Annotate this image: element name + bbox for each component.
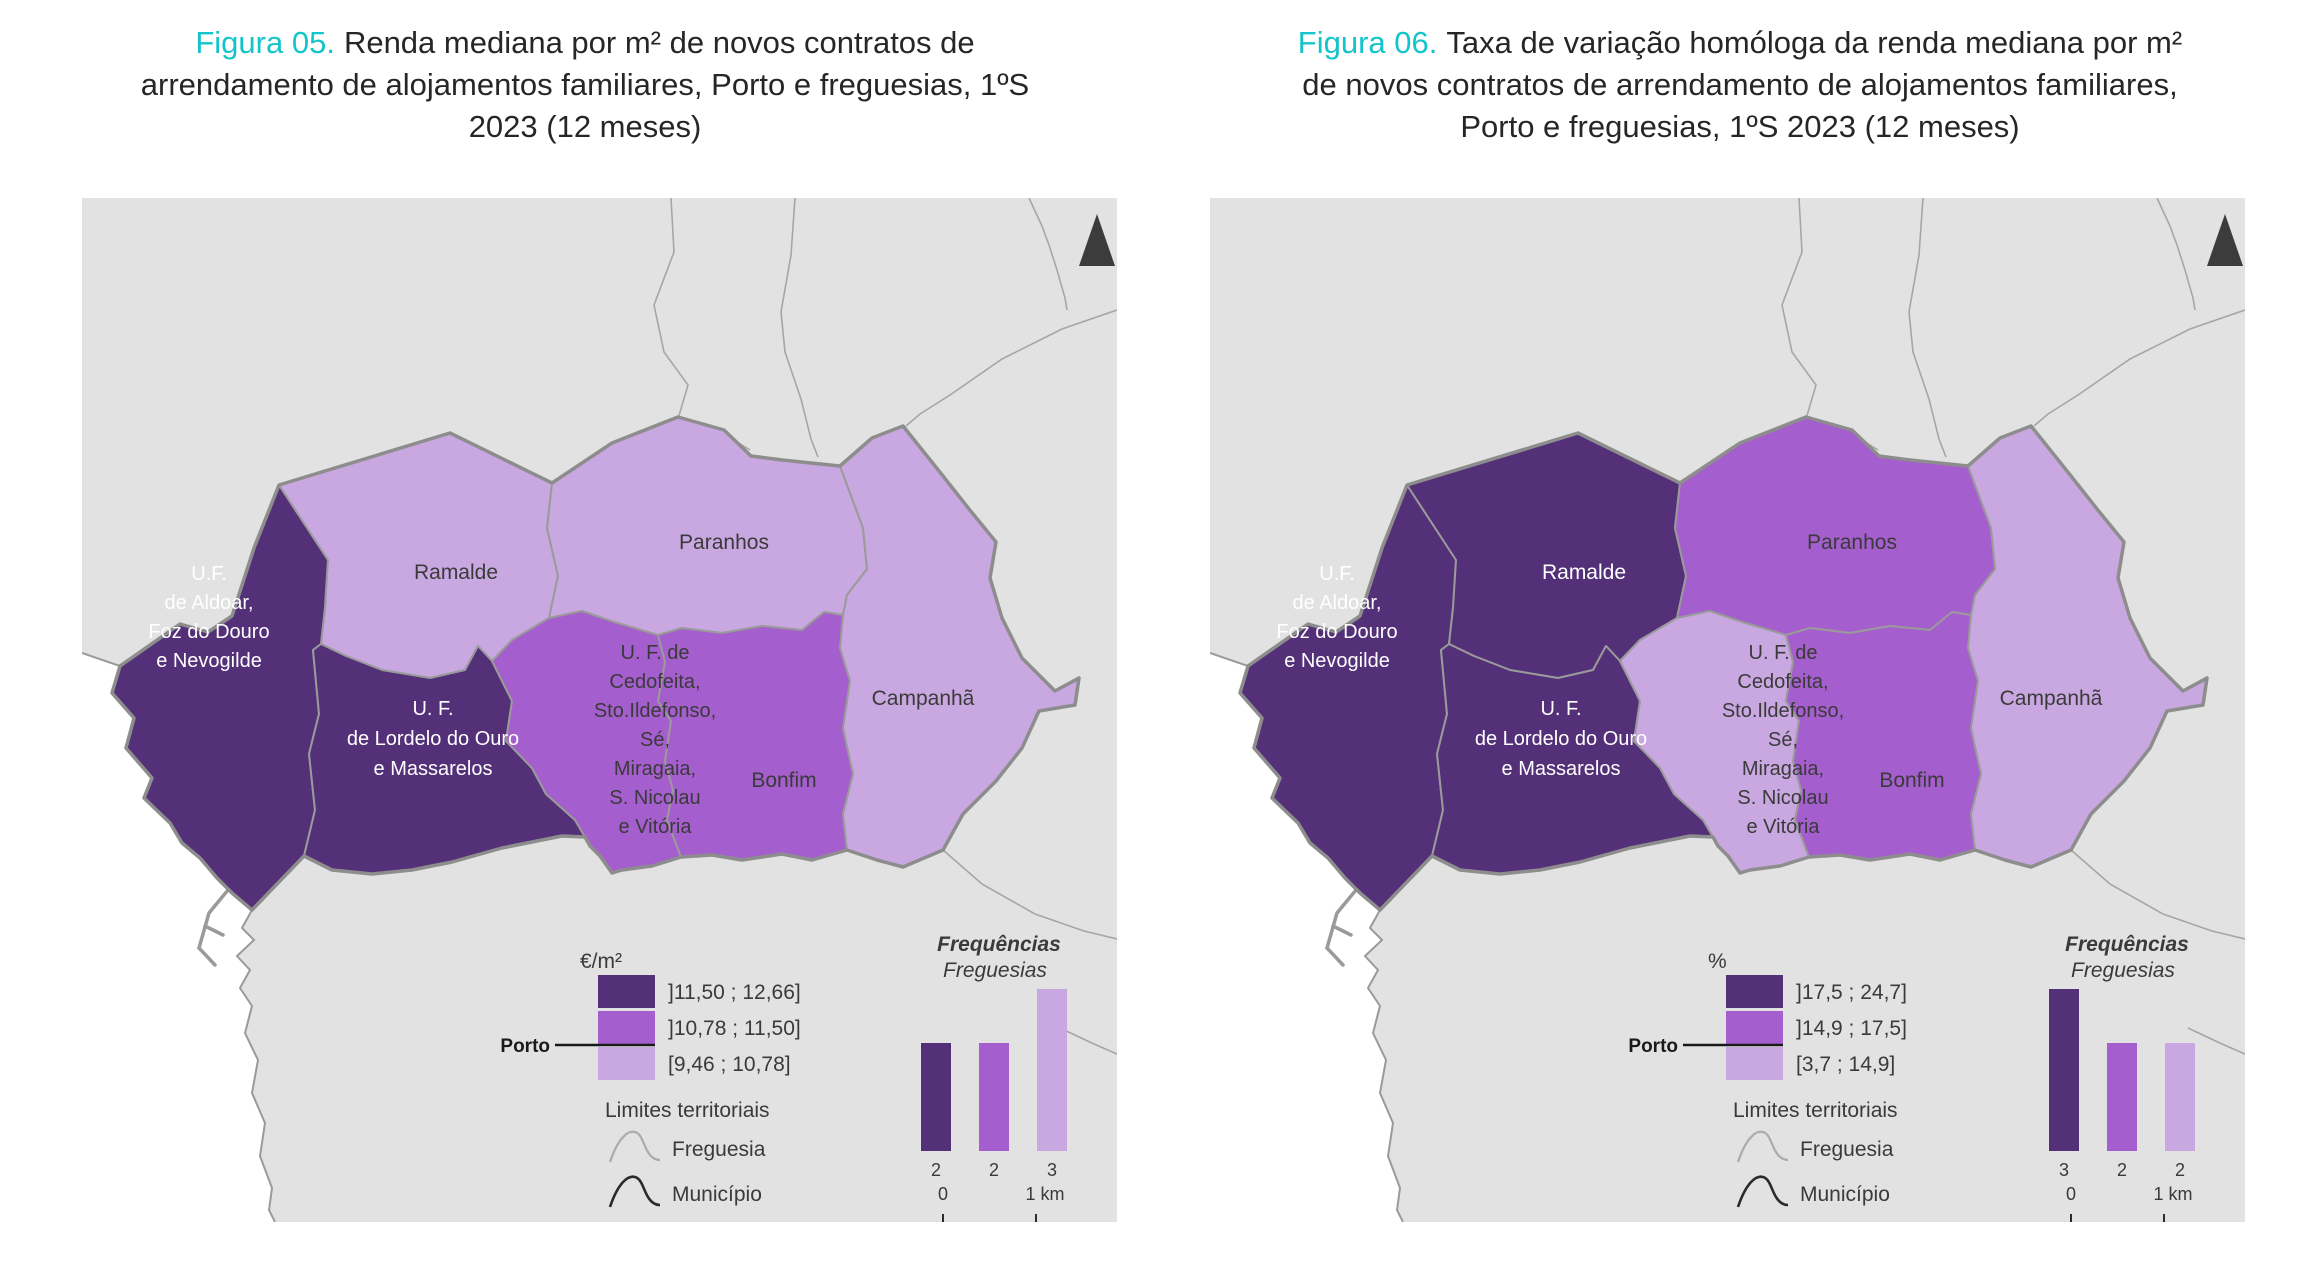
freguesia-label: Freguesia (1800, 1138, 1894, 1161)
neighbour-municipality-boundary-line (1908, 197, 1947, 458)
freq-bar-0 (921, 1043, 951, 1151)
neighbour-municipality-boundary-line (2156, 197, 2196, 311)
region-label-cedofeita: U. F. de Cedofeita, Sto.Ildefonso, Sé, Mirag… (594, 642, 716, 838)
atlantic-ocean (82, 653, 275, 1222)
region-label-bonfim: Bonfim (751, 769, 816, 792)
legend-class-label-2: [3,7 ; 14,9] (1796, 1053, 1895, 1076)
figure-06-title-text: Taxa de variação homóloga da renda media… (1446, 25, 2183, 60)
porto-municipality-outline (110, 415, 1081, 912)
region-label-aldoar: U.F. de Aldoar, Foz do Douro e Nevogilde (148, 563, 269, 672)
legend-swatch-0 (1726, 975, 1783, 1008)
legend-swatch-1 (598, 1011, 655, 1044)
freq-bar-value-1: 2 (989, 1160, 999, 1180)
freq-bar-value-0: 2 (931, 1160, 941, 1180)
region-label-bonfim: Bonfim (1879, 769, 1944, 792)
freq-bar-1 (2107, 1043, 2137, 1151)
figure-05-title-line2: arrendamento de alojamentos familiares, … (140, 67, 1030, 102)
legend-class-label-0: ]11,50 ; 12,66] (668, 981, 801, 1004)
scalebar-start-label: 0 (2066, 1184, 2076, 1204)
river-mouth-pier (1325, 888, 1358, 967)
region-label-ramalde: Ramalde (1542, 561, 1626, 584)
region-label-campanha: Campanhã (2000, 687, 2103, 710)
scalebar-start-label: 0 (938, 1184, 948, 1204)
neighbour-municipality-boundary-line (2070, 849, 2246, 940)
freq-bar-value-2: 2 (2175, 1160, 2185, 1180)
porto-municipality-outline (1238, 415, 2209, 912)
legend-swatch-1 (1726, 1011, 1783, 1044)
frequencies-title: Frequências (937, 933, 1061, 956)
neighbour-municipality-boundary-line (780, 197, 819, 458)
figure-06-title: Figura 06. Taxa de variação homóloga da r… (1182, 22, 2298, 148)
freq-bar-value-0: 3 (2059, 1160, 2069, 1180)
figure-05-map: U.F. de Aldoar, Foz do Douro e Nevogilde Ram… (81, 197, 1118, 1231)
figure-06-title-line3: Porto e freguesias, 1ºS 2023 (12 meses) (1460, 109, 2020, 144)
legend-swatch-2 (1726, 1047, 1783, 1080)
region-label-cedofeita: U. F. de Cedofeita, Sto.Ildefonso, Sé, Mirag… (1722, 642, 1844, 838)
freq-bar-0 (2049, 989, 2079, 1151)
freguesia-line-icon (608, 1130, 661, 1163)
limites-territoriais-label: Limites territoriais (1733, 1099, 1898, 1122)
north-arrow-icon (1079, 214, 1115, 266)
frequencies-subtitle: Freguesias (2071, 959, 2175, 982)
region-label-campanha: Campanhã (872, 687, 975, 710)
legend-class-label-2: [9,46 ; 10,78] (668, 1053, 791, 1076)
atlantic-ocean (1210, 653, 1403, 1222)
region-label-ramalde: Ramalde (414, 561, 498, 584)
figure-06-title-line2: de novos contratos de arrendamento de al… (1302, 67, 2178, 102)
map-canvas-fig05: U.F. de Aldoar, Foz do Douro e Nevogilde Ram… (81, 197, 1118, 1231)
scalebar-end-label: 1 km (1025, 1184, 1064, 1204)
river-mouth-pier (1331, 924, 1353, 937)
figure-06-title-line1: Figura 06. Taxa de variação homóloga da r… (1182, 22, 2298, 64)
neighbour-municipality-boundary-line (1028, 197, 1068, 311)
legend-swatch-0 (598, 975, 655, 1008)
freq-bar-value-2: 3 (1047, 1160, 1057, 1180)
north-arrow-icon (2207, 214, 2243, 266)
municipio-label: Município (672, 1183, 762, 1206)
freq-bar-1 (979, 1043, 1009, 1151)
freq-bar-value-1: 2 (2117, 1160, 2127, 1180)
legend-unit-label: % (1708, 950, 1727, 973)
figure-05-title-line3: 2023 (12 meses) (468, 109, 702, 144)
neighbour-municipality-boundary-line (1059, 1027, 1118, 1055)
figure-05-title-text: Renda mediana por m² de novos contratos … (343, 25, 975, 60)
figure-05-title-line1: Figura 05. Renda mediana por m² de novos … (30, 22, 1140, 64)
municipio-line-icon (608, 1175, 661, 1208)
legend-swatch-2 (598, 1047, 655, 1080)
figure-05-label: Figura 05. (195, 25, 335, 60)
freq-bar-2 (1037, 989, 1067, 1151)
neighbour-municipality-boundary-line (942, 849, 1118, 940)
river-mouth-pier (203, 924, 225, 937)
map-canvas-fig06: U.F. de Aldoar, Foz do Douro e Nevogilde Ram… (1209, 197, 2246, 1231)
neighbour-municipality-boundary-line (2187, 1027, 2246, 1055)
region-label-paranhos: Paranhos (679, 531, 769, 554)
river-mouth-pier (197, 888, 230, 967)
scalebar-end-label: 1 km (2153, 1184, 2192, 1204)
legend-class-label-1: ]10,78 ; 11,50] (668, 1017, 801, 1040)
region-label-lordelo: U. F. de Lordelo do Ouro e Massarelos (1475, 698, 1647, 780)
legend-class-label-0: ]17,5 ; 24,7] (1796, 981, 1907, 1004)
region-label-paranhos: Paranhos (1807, 531, 1897, 554)
limites-territoriais-label: Limites territoriais (605, 1099, 770, 1122)
figure-05-title: Figura 05. Renda mediana por m² de novos … (30, 22, 1140, 148)
neighbour-municipality-boundary-line (2033, 309, 2246, 427)
region-label-lordelo: U. F. de Lordelo do Ouro e Massarelos (347, 698, 519, 780)
freguesia-line-icon (1736, 1130, 1789, 1163)
neighbour-municipality-boundary-line (905, 309, 1118, 427)
legend-class-label-1: ]14,9 ; 17,5] (1796, 1017, 1907, 1040)
freq-bar-2 (2165, 1043, 2195, 1151)
porto-marker-label: Porto (1628, 1036, 1678, 1057)
legend-unit-label: €/m² (580, 950, 622, 973)
frequencies-title: Frequências (2065, 933, 2189, 956)
region-label-aldoar: U.F. de Aldoar, Foz do Douro e Nevogilde (1276, 563, 1397, 672)
municipio-line-icon (1736, 1175, 1789, 1208)
figure-06-label: Figura 06. (1297, 25, 1438, 60)
porto-marker-label: Porto (500, 1036, 550, 1057)
freguesia-label: Freguesia (672, 1138, 766, 1161)
municipio-label: Município (1800, 1183, 1890, 1206)
frequencies-subtitle: Freguesias (943, 959, 1047, 982)
figure-06-map: U.F. de Aldoar, Foz do Douro e Nevogilde Ram… (1209, 197, 2246, 1231)
